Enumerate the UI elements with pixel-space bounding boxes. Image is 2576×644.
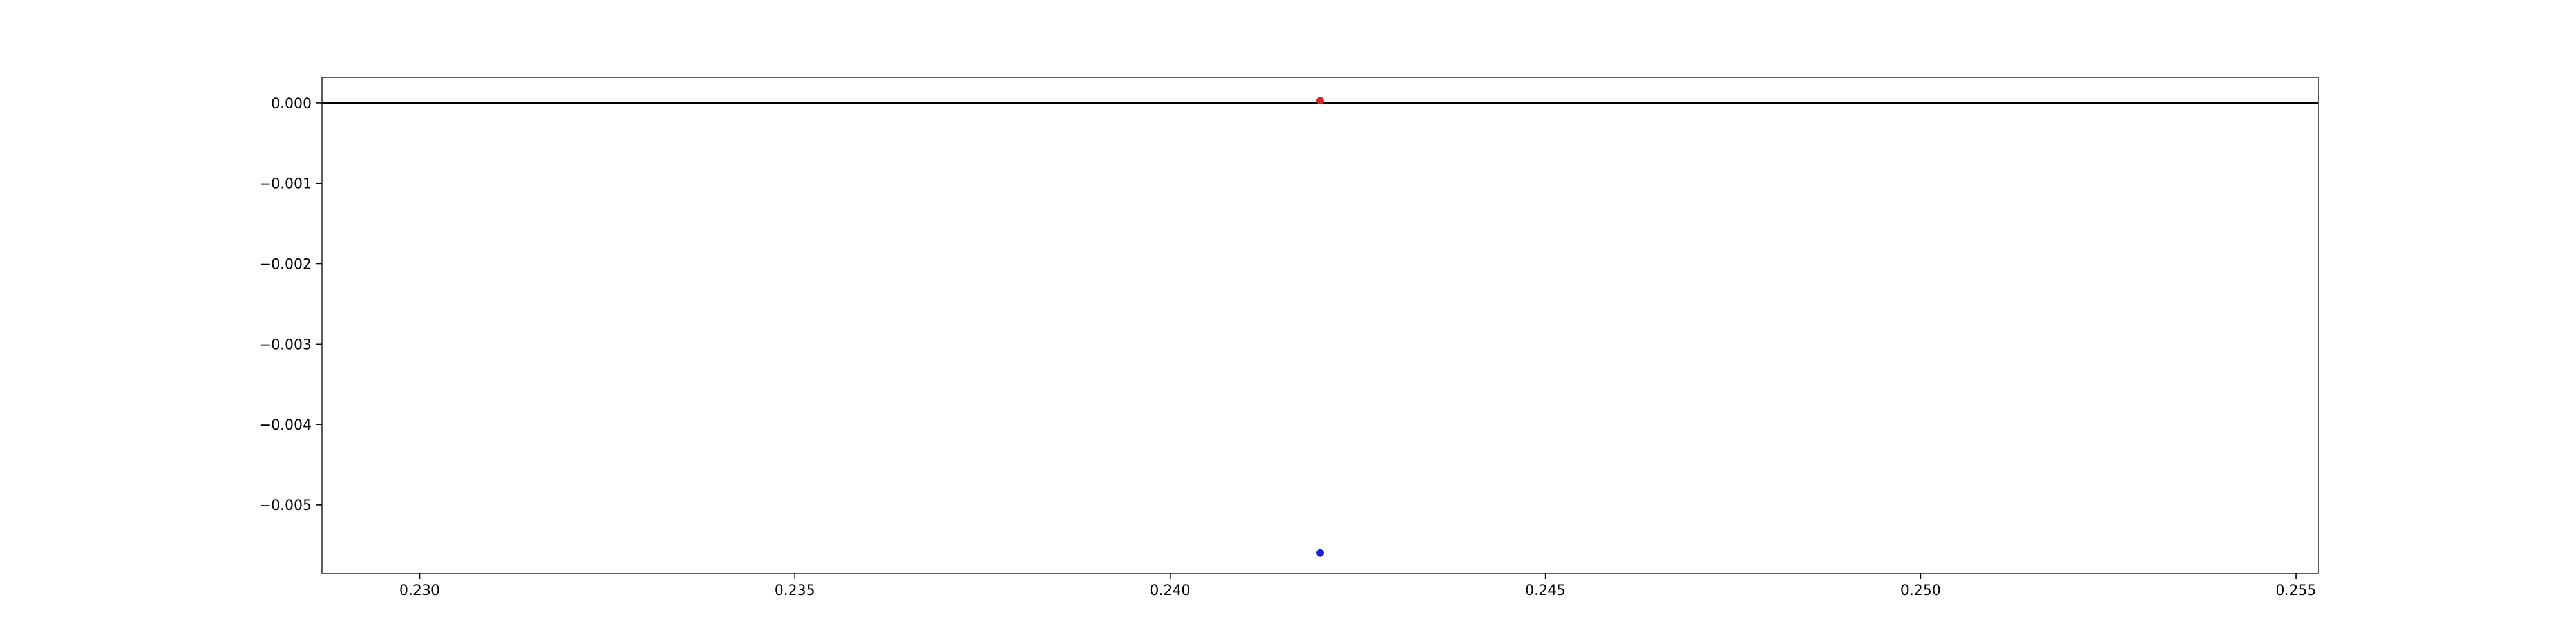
x-axis: 0.230 0.235 0.240 0.245 0.250 0.255	[399, 573, 2316, 599]
data-point	[1316, 97, 1324, 105]
data-point	[1316, 549, 1324, 557]
x-tick-label: 0.235	[775, 583, 815, 599]
y-tick-label: −0.004	[260, 417, 312, 433]
y-tick-label: −0.003	[260, 337, 312, 353]
x-tick-label: 0.240	[1150, 583, 1190, 599]
plot-area-frame	[321, 77, 2319, 574]
data-points	[1316, 97, 1324, 557]
x-tick-label: 0.250	[1900, 583, 1941, 599]
y-tick-label: 0.000	[271, 96, 312, 112]
x-tick-label: 0.245	[1525, 583, 1566, 599]
y-tick-label: −0.002	[260, 257, 312, 273]
y-tick-label: −0.001	[260, 176, 312, 193]
x-tick-label: 0.230	[399, 583, 440, 599]
y-axis: 0.000 −0.001 −0.002 −0.003 −0.004 −0.005	[260, 96, 322, 514]
y-tick-label: −0.005	[260, 498, 312, 514]
x-tick-label: 0.255	[2276, 583, 2316, 599]
